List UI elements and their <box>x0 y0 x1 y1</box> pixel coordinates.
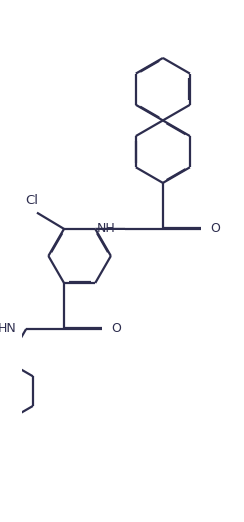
Text: NH: NH <box>97 222 116 235</box>
Text: O: O <box>111 323 121 336</box>
Text: Cl: Cl <box>25 195 38 207</box>
Text: HN: HN <box>0 323 17 336</box>
Text: O: O <box>210 222 220 235</box>
